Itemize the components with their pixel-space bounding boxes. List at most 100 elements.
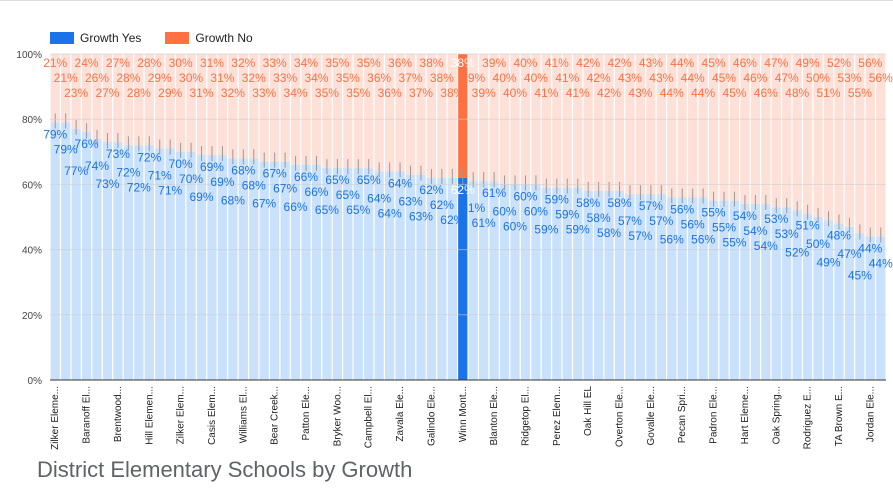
bar-growth-no bbox=[719, 54, 729, 201]
data-label-no: 39% bbox=[482, 56, 506, 70]
x-tick-label: Blanton Ele... bbox=[489, 386, 500, 445]
bar-growth-no bbox=[771, 54, 781, 208]
x-tick-label: Zilker Eleme... bbox=[50, 386, 61, 450]
bar-growth-yes bbox=[458, 177, 468, 380]
data-label-no: 35% bbox=[325, 56, 349, 70]
x-tick-label: Zilker Elem... bbox=[176, 386, 187, 444]
data-label-no: 40% bbox=[524, 71, 548, 85]
bar-growth-no bbox=[844, 54, 855, 227]
bar-growth-yes bbox=[729, 200, 740, 380]
bar-growth-yes bbox=[719, 200, 729, 380]
bar-growth-no bbox=[301, 54, 311, 165]
data-label-yes: 53% bbox=[764, 212, 788, 226]
bar-growth-no bbox=[468, 54, 478, 182]
bar-growth-yes bbox=[176, 151, 186, 380]
bar-growth-no bbox=[123, 54, 133, 146]
x-tick-label: Bryker Woo... bbox=[332, 386, 343, 446]
data-label-no: 35% bbox=[346, 86, 370, 100]
bar-growth-yes bbox=[573, 187, 583, 380]
bar-growth-no bbox=[217, 54, 228, 156]
bar-growth-yes bbox=[876, 236, 886, 380]
bar-growth-no bbox=[698, 54, 708, 198]
bar-growth-no bbox=[552, 54, 562, 188]
data-label-no: 44% bbox=[660, 86, 684, 100]
data-label-yes: 56% bbox=[670, 202, 694, 216]
bar-growth-yes bbox=[343, 168, 353, 380]
bar-growth-no bbox=[259, 54, 269, 162]
bar-growth-no bbox=[750, 54, 760, 204]
data-label-yes: 63% bbox=[409, 210, 433, 224]
legend-item-growth-yes[interactable]: Growth Yes bbox=[50, 31, 141, 45]
bar-growth-yes bbox=[468, 181, 478, 380]
data-label-yes: 69% bbox=[190, 190, 214, 204]
bar-growth-no bbox=[238, 54, 248, 159]
data-label-yes: 58% bbox=[576, 196, 600, 210]
bar-growth-no bbox=[813, 54, 823, 217]
data-label-no: 35% bbox=[336, 71, 360, 85]
bar-growth-yes bbox=[92, 138, 102, 380]
bar-growth-no bbox=[823, 54, 834, 221]
bar-growth-yes bbox=[604, 190, 614, 380]
bar-growth-no bbox=[81, 54, 92, 133]
data-label-no: 21% bbox=[54, 71, 78, 85]
data-label-yes: 61% bbox=[482, 186, 506, 200]
data-label-yes: 61% bbox=[461, 201, 485, 215]
bar-growth-no bbox=[311, 54, 322, 165]
data-label-yes: 72% bbox=[137, 150, 161, 164]
data-label-no: 32% bbox=[242, 71, 266, 85]
y-tick-label: 100% bbox=[16, 50, 42, 61]
bar-growth-no bbox=[437, 54, 447, 178]
bar-growth-no bbox=[708, 54, 719, 201]
bar-growth-no bbox=[186, 54, 196, 152]
bar-growth-yes bbox=[311, 164, 322, 380]
bar-growth-yes bbox=[217, 155, 228, 380]
data-label-no: 46% bbox=[733, 56, 757, 70]
data-label-yes: 72% bbox=[127, 180, 151, 194]
data-label-no: 41% bbox=[555, 71, 579, 85]
bar-growth-no bbox=[740, 54, 750, 204]
y-tick-label: 20% bbox=[22, 311, 42, 322]
data-label-yes: 68% bbox=[242, 178, 266, 192]
bar-growth-yes bbox=[865, 236, 875, 380]
data-label-yes: 72% bbox=[116, 165, 140, 179]
bar-growth-yes bbox=[61, 122, 71, 381]
legend-swatch-no bbox=[165, 32, 190, 44]
bar-growth-no bbox=[803, 54, 813, 214]
bar-growth-yes bbox=[228, 158, 238, 380]
data-label-no: 50% bbox=[806, 71, 830, 85]
data-label-no: 36% bbox=[388, 56, 412, 70]
bar-growth-no bbox=[426, 54, 437, 178]
bar-growth-yes bbox=[688, 197, 698, 380]
bar-growth-no bbox=[280, 54, 290, 162]
data-label-yes: 59% bbox=[555, 208, 579, 222]
bar-growth-yes bbox=[270, 161, 280, 380]
data-label-no: 44% bbox=[691, 86, 715, 100]
data-label-no: 34% bbox=[284, 86, 308, 100]
bar-growth-no bbox=[562, 54, 572, 188]
bar-growth-yes bbox=[531, 184, 541, 380]
bar-growth-yes bbox=[322, 168, 332, 380]
bar-growth-yes bbox=[186, 151, 196, 380]
legend-label: Growth Yes bbox=[80, 31, 142, 45]
data-label-yes: 71% bbox=[148, 169, 172, 183]
data-label-no: 37% bbox=[409, 86, 433, 100]
bar-growth-no bbox=[207, 54, 217, 156]
data-label-no: 33% bbox=[263, 56, 287, 70]
bar-growth-yes bbox=[855, 233, 865, 380]
bar-growth-yes bbox=[834, 223, 844, 380]
bar-growth-no bbox=[782, 54, 792, 208]
bar-growth-no bbox=[677, 54, 687, 198]
bar-growth-no bbox=[405, 54, 416, 175]
bar-growth-yes bbox=[102, 142, 113, 380]
bar-growth-no bbox=[353, 54, 363, 169]
data-label-no: 44% bbox=[670, 56, 694, 70]
data-label-yes: 65% bbox=[357, 173, 381, 187]
bar-growth-yes bbox=[646, 194, 656, 380]
data-label-no: 41% bbox=[566, 86, 590, 100]
data-label-yes: 61% bbox=[472, 216, 496, 230]
bar-growth-yes bbox=[823, 220, 834, 380]
data-label-yes: 68% bbox=[221, 193, 245, 207]
data-label-no: 38% bbox=[451, 56, 475, 70]
legend-item-growth-no[interactable]: Growth No bbox=[165, 31, 253, 45]
data-label-yes: 57% bbox=[628, 229, 652, 243]
